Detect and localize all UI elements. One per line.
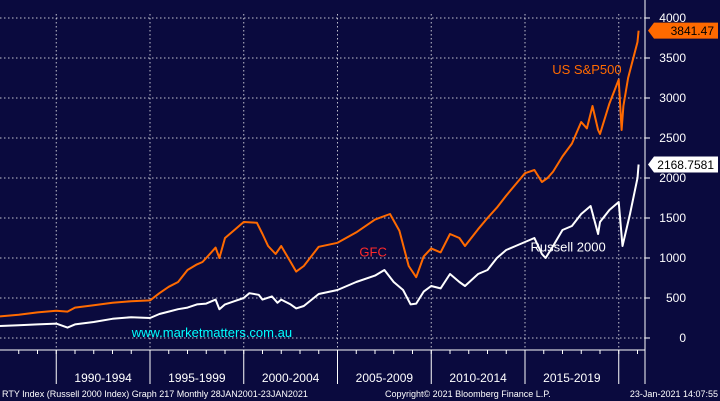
x-tick-label: 1990-1994 [74,371,132,385]
y-tick-label: 3500 [659,51,686,65]
annotations: US S&P500 Russell 2000 GFC www.marketmatter… [131,62,622,340]
footer-bar [0,384,720,401]
footer-right: 23-Jan-2021 14:07:55 [630,389,718,399]
series-line-russell2000 [0,164,640,329]
grid [0,14,645,350]
y-tick-label: 1500 [659,211,686,225]
last-value-tag-shape [648,22,718,39]
y-tick-label: 2500 [659,131,686,145]
x-tick-label: 1995-1999 [168,371,226,385]
series-group [0,30,640,329]
y-tick-label: 4000 [659,11,686,25]
y-tick-label: 2000 [659,171,686,185]
footer-left: RTY Index (Russell 2000 Index) Graph 217… [2,389,308,399]
y-axis: 0 500 1000 1500 2000 2500 3000 3500 4000 [644,0,686,384]
series-line-sp500 [0,30,640,318]
y-tick-label: 0 [679,331,686,345]
x-tick-label: 2000-2004 [262,371,320,385]
x-tick-label: 2005-2009 [356,371,414,385]
watermark-url: www.marketmatters.com.au [131,325,292,340]
label-russell-2000: Russell 2000 [531,240,606,255]
last-value-tag-russell2000: 2168.7581 [648,156,718,173]
x-axis: 1990-1994 1995-1999 2000-2004 2005-2009 2010… [0,349,645,385]
last-value-labels: 3841.47 2168.7581 [648,22,718,173]
y-tick-label: 1000 [659,251,686,265]
x-tick-label: 2010-2014 [449,371,507,385]
last-value-text: 3841.47 [671,24,715,38]
x-tick-label: 2015-2019 [543,371,601,385]
last-value-tag-shape [648,156,718,173]
label-gfc: GFC [359,244,386,259]
last-value-tag-sp500: 3841.47 [648,22,718,39]
y-tick-label: 500 [666,291,686,305]
footer-center: Copyright© 2021 Bloomberg Finance L.P. [385,389,551,399]
y-tick-label: 3000 [659,91,686,105]
last-value-text: 2168.7581 [657,158,714,172]
label-us-sp500: US S&P500 [552,62,621,77]
